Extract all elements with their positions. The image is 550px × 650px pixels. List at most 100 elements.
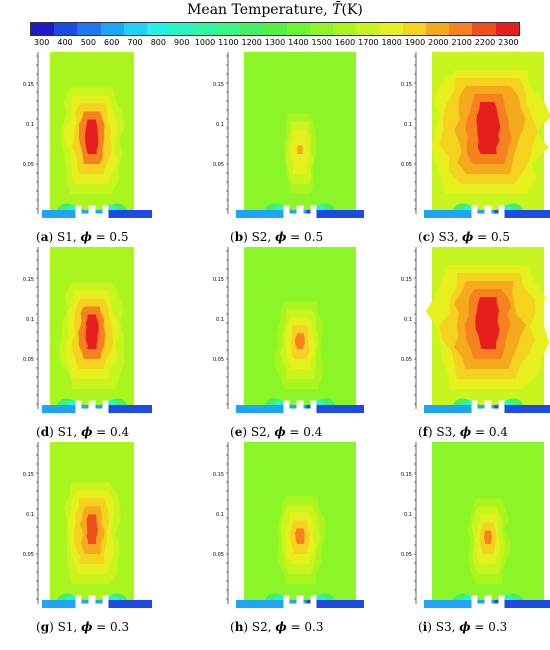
panel-caption-h: (h) S2, ϕ = 0.3 [230, 620, 323, 634]
caption-phi-symbol: ϕ [459, 425, 472, 439]
colorbar-tick-label: 400 [57, 38, 73, 47]
burner-nozzle [283, 400, 317, 414]
caption-case: S3, [436, 425, 460, 439]
y-axis-tick-label: 0.05 [401, 552, 412, 558]
colorbar-swatch [54, 23, 78, 35]
colorbar-title-unit: (K) [341, 2, 363, 18]
colorbar-tick-label: 1800 [381, 38, 402, 47]
y-axis-tick-label: 0.1 [216, 317, 224, 323]
colorbar-swatch [309, 23, 334, 35]
colorbar-tick-label: 600 [104, 38, 120, 47]
colorbar-tick-label: 1400 [288, 38, 309, 47]
caption-phi-symbol: ϕ [81, 425, 93, 439]
caption-paren: ) [430, 230, 439, 244]
panel-caption-e: (e) S2, ϕ = 0.4 [230, 425, 322, 439]
y-axis-tick-label: 0.15 [213, 82, 224, 88]
caption-paren: ) [427, 425, 437, 439]
colorbar-swatch [123, 23, 148, 35]
colorbar-tick-label: 1000 [194, 38, 216, 47]
panel-caption-g: (g) S1, ϕ = 0.3 [36, 620, 129, 634]
colorbar-tick-label: 2300 [498, 38, 519, 47]
y-axis-tick-label: 0.15 [23, 472, 34, 478]
caption-paren: ( [230, 620, 235, 634]
temperature-contour-level [484, 530, 493, 544]
colorbar-swatch [402, 23, 426, 35]
burner-nozzle [75, 400, 109, 414]
y-axis-tick-label: 0.15 [401, 277, 412, 283]
temperature-contour-level [86, 514, 98, 544]
y-axis-tick-label: 0.1 [216, 512, 224, 518]
caption-paren: ( [230, 230, 235, 244]
caption-case: S3, [435, 620, 460, 634]
temperature-contour-level [294, 333, 306, 349]
contour-plot-f: 0.05 0.1 0.15 [401, 247, 550, 414]
colorbar-swatch [147, 23, 171, 35]
colorbar-tick-label: 700 [127, 38, 143, 47]
fuel-inlet-plate-shade [102, 405, 152, 413]
colorbar-swatch [216, 23, 241, 35]
contour-panel-g: 0.05 0.1 0.15 (g) S1, ϕ = 0.3 [22, 440, 172, 635]
y-axis-tick-label: 0.15 [213, 277, 224, 283]
colorbar-tick-label: 500 [80, 38, 96, 47]
colorbar-tick-label: 1600 [334, 38, 356, 47]
panel-caption-b: (b) S2, ϕ = 0.5 [230, 230, 323, 244]
fuel-inlet-plate-shade [102, 210, 152, 218]
contour-panel-c: 0.05 0.1 0.15 (c) S3, ϕ = 0.5 [400, 50, 550, 245]
caption-phi-value: = 0.5 [286, 230, 324, 244]
colorbar-tick-label: 900 [174, 38, 190, 47]
colorbar-swatch [333, 23, 357, 35]
caption-paren: ( [418, 425, 423, 439]
caption-phi-value: = 0.3 [92, 620, 130, 634]
y-axis-tick-label: 0.05 [213, 552, 224, 558]
colorbar-swatch [100, 23, 124, 35]
fuel-inlet-plate-shade [494, 600, 550, 608]
fuel-inlet-plate-shade [102, 600, 152, 608]
caption-letter: c [422, 230, 430, 244]
caption-phi-symbol: ϕ [461, 230, 474, 244]
colorbar-swatch [77, 23, 101, 35]
y-axis-tick-label: 0.1 [404, 317, 412, 323]
y-axis-tick-label: 0.1 [26, 122, 34, 128]
contour-panel-a: 0.05 0.1 0.15 (a) S1, ϕ = 0.5 [22, 50, 172, 245]
burner-nozzle [471, 595, 505, 609]
temperature-contour-level [475, 297, 500, 349]
temperature-colorbar [30, 22, 520, 36]
colorbar-swatch [472, 23, 496, 35]
temperature-contour-level [294, 528, 305, 544]
colorbar-tick-label: 1500 [311, 38, 332, 47]
caption-paren: ) [243, 230, 252, 244]
y-axis-tick-label: 0.1 [404, 512, 412, 518]
contour-plot-h: 0.05 0.1 0.15 [213, 442, 364, 609]
y-axis-tick-label: 0.15 [23, 277, 34, 283]
caption-paren: ) [48, 230, 57, 244]
y-axis-tick-label: 0.05 [401, 357, 412, 363]
caption-letter: b [234, 230, 244, 244]
colorbar-tick-labels: 300 400 500 600 700 800 900 1000 1100 1200 1300 140… [30, 38, 520, 50]
caption-phi-symbol: ϕ [80, 230, 92, 244]
y-axis-tick-label: 0.1 [216, 122, 224, 128]
colorbar-swatch [495, 23, 519, 35]
caption-letter: f [422, 425, 428, 439]
caption-phi-value: = 0.3 [470, 620, 508, 634]
caption-paren: ) [242, 425, 251, 439]
caption-letter: d [40, 425, 50, 439]
panel-caption-c: (c) S3, ϕ = 0.5 [418, 230, 510, 244]
fuel-inlet-plate-shade [306, 600, 364, 608]
y-axis-tick-label: 0.15 [23, 82, 34, 88]
contour-plot-g: 0.05 0.1 0.15 [23, 442, 152, 609]
caption-phi-symbol: ϕ [459, 620, 471, 634]
y-axis-tick-label: 0.15 [213, 472, 224, 478]
colorbar-tick-label: 2200 [474, 38, 496, 47]
caption-case: S2, [251, 620, 276, 634]
contour-panel-e: 0.05 0.1 0.15 (e) S2, ϕ = 0.4 [212, 245, 364, 440]
caption-paren: ) [427, 620, 436, 634]
caption-paren: ) [243, 620, 252, 634]
caption-letter: h [234, 620, 244, 634]
burner-nozzle [75, 205, 109, 219]
caption-paren: ( [36, 230, 41, 244]
fuel-inlet-plate-shade [306, 405, 364, 413]
colorbar-tick-label: 2000 [428, 38, 449, 47]
contour-panel-b: 0.05 0.1 0.15 (b) S2, ϕ = 0.5 [212, 50, 364, 245]
caption-case: S3, [438, 230, 462, 244]
caption-phi-symbol: ϕ [274, 425, 286, 439]
